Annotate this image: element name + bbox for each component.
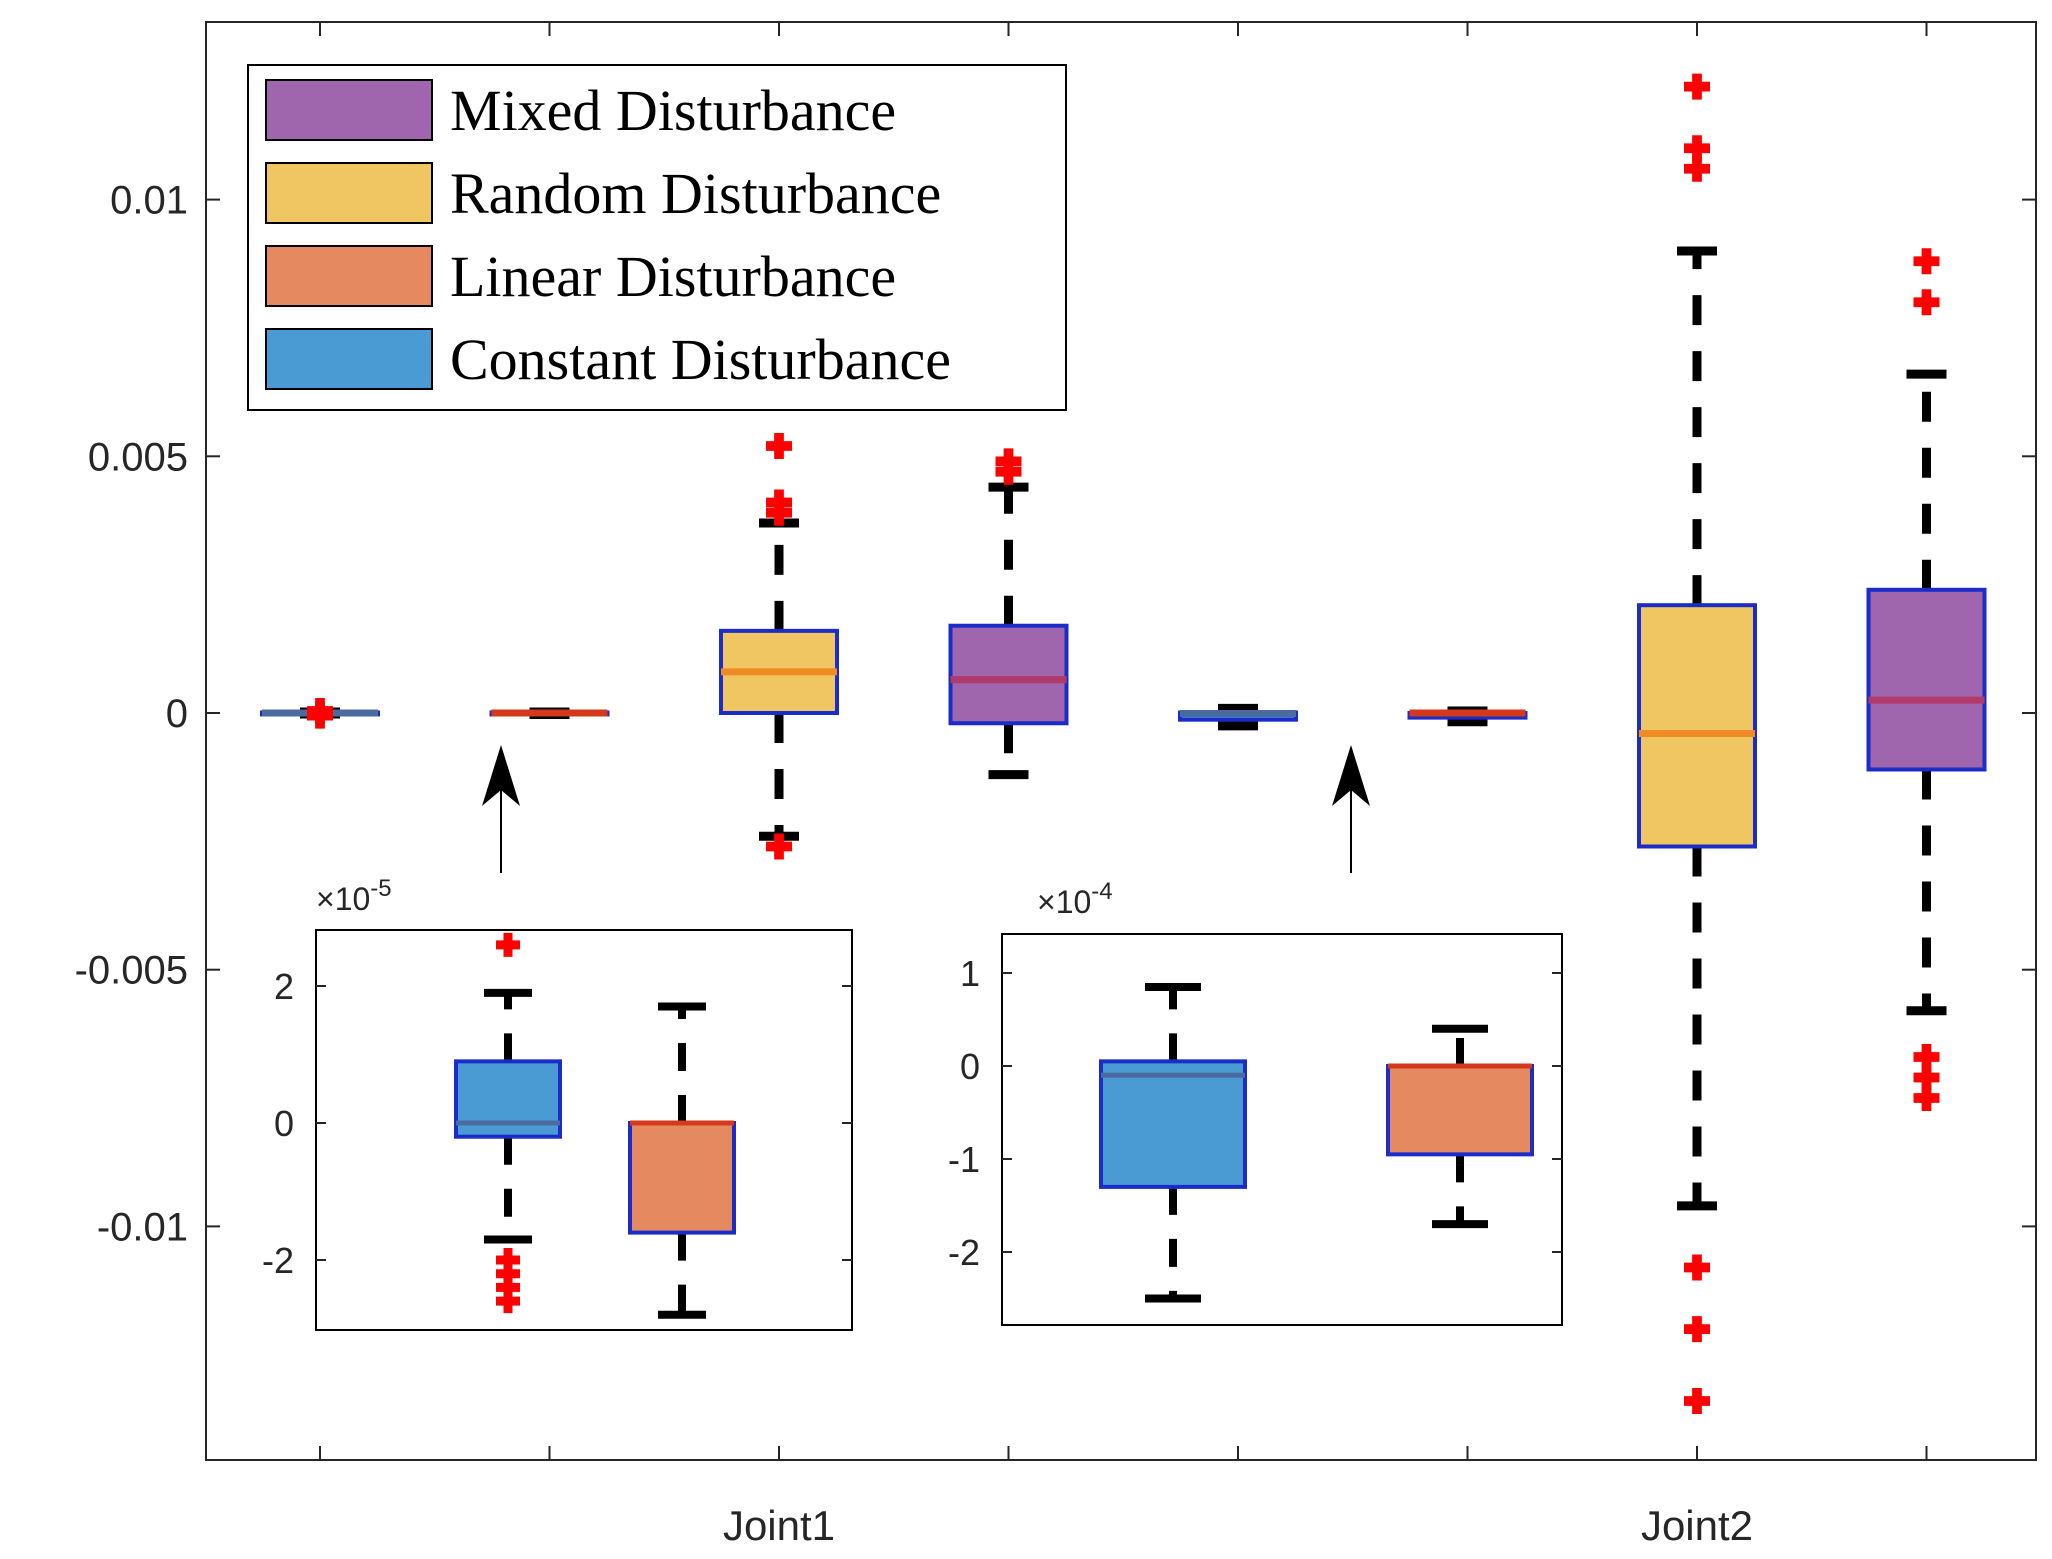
- joint1-inset-y-tick-label: 2: [274, 966, 294, 1007]
- box-7-random-disturbance-outlier-5: [1684, 1316, 1710, 1343]
- y-tick-label: 0.01: [110, 179, 188, 223]
- joint1-inset-box-1-outlier-5: [496, 1289, 520, 1314]
- joint1-inset-y-tick-label: 0: [274, 1103, 294, 1144]
- legend-swatch-4: [265, 328, 433, 390]
- legend-label-2: Random Disturbance: [450, 161, 941, 226]
- box-8-mixed-disturbance-outlier-5: [1913, 1085, 1940, 1112]
- legend-label-1: Mixed Disturbance: [450, 78, 896, 143]
- box-7-random-disturbance-box: [1637, 603, 1757, 849]
- joint2-inset-box-2-box: [1386, 1064, 1534, 1157]
- box-7-random-disturbance-outlier-1: [1684, 73, 1710, 100]
- box-8-mixed-disturbance-box: [1866, 587, 1987, 772]
- legend-swatch-3: [265, 245, 433, 307]
- legend-label-3: Linear Disturbance: [450, 244, 896, 309]
- box-4-mixed-disturbance-box: [948, 623, 1069, 726]
- insets: -202×10-5-2-101×10-4: [262, 875, 1563, 1331]
- box-8-mixed-disturbance-outlier-1: [1913, 248, 1940, 275]
- joint2-inset-exponent-base: ×10: [1037, 884, 1091, 920]
- box-1-constant-disturbance-outlier-2: [307, 702, 333, 729]
- box-7-random-disturbance-outlier-4: [1684, 1254, 1710, 1281]
- y-tick-label: 0: [166, 692, 188, 736]
- box-8-mixed-disturbance-outlier-2: [1913, 289, 1940, 316]
- joint2-inset-y-tick-label: -2: [948, 1232, 980, 1273]
- y-tick-label: 0.005: [88, 435, 188, 479]
- group-label-joint2: Joint2: [1641, 1502, 1753, 1549]
- joint2-inset-exponent-power: -4: [1091, 878, 1112, 905]
- legend-label-4: Constant Disturbance: [450, 327, 951, 392]
- joint1-inset-y-tick-label: -2: [262, 1240, 294, 1281]
- joint1-inset-exponent-power: -5: [370, 875, 391, 902]
- zoom-arrowhead-2: [1332, 745, 1370, 806]
- joint2-inset-y-tick-label: 0: [960, 1046, 980, 1087]
- legend-swatch-2: [265, 162, 433, 224]
- box-3-random-disturbance-outlier-4: [766, 833, 792, 860]
- box-3-random-disturbance-outlier-3: [766, 499, 792, 526]
- legend-swatch-1: [265, 79, 433, 141]
- joint2-inset-y-tick-label: -1: [948, 1139, 980, 1180]
- zoom-arrowhead-1: [482, 745, 520, 806]
- joint1-inset-box-1-outlier-1: [496, 932, 520, 957]
- y-tick-label: -0.005: [75, 949, 188, 993]
- legend: Mixed Disturbance Random Disturbance Linea…: [247, 64, 1067, 411]
- joint2-inset-exponent-label: ×10-4: [1037, 878, 1113, 920]
- joint1-inset-box-2-box: [628, 1121, 736, 1235]
- joint1-inset: -2 0 2 ×10-5: [262, 875, 853, 1331]
- box-7-random-disturbance-outlier-6: [1684, 1387, 1710, 1414]
- joint1-inset-exponent-base: ×10: [316, 881, 370, 917]
- joint1-inset-frame: [315, 929, 853, 1331]
- box-4-mixed-disturbance-outlier-2: [995, 458, 1022, 485]
- y-tick-label: -0.01: [97, 1205, 188, 1249]
- joint2-inset: -2 -1 0 1 ×10-4: [948, 878, 1563, 1326]
- group-label-joint1: Joint1: [723, 1502, 835, 1549]
- box-3-random-disturbance-outlier-1: [766, 433, 792, 460]
- joint2-inset-y-tick-label: 1: [960, 953, 980, 994]
- joint1-inset-exponent-label: ×10-5: [316, 875, 392, 917]
- joint2-inset-box-1-box: [1099, 1059, 1247, 1189]
- box-7-random-disturbance-outlier-3: [1684, 155, 1710, 182]
